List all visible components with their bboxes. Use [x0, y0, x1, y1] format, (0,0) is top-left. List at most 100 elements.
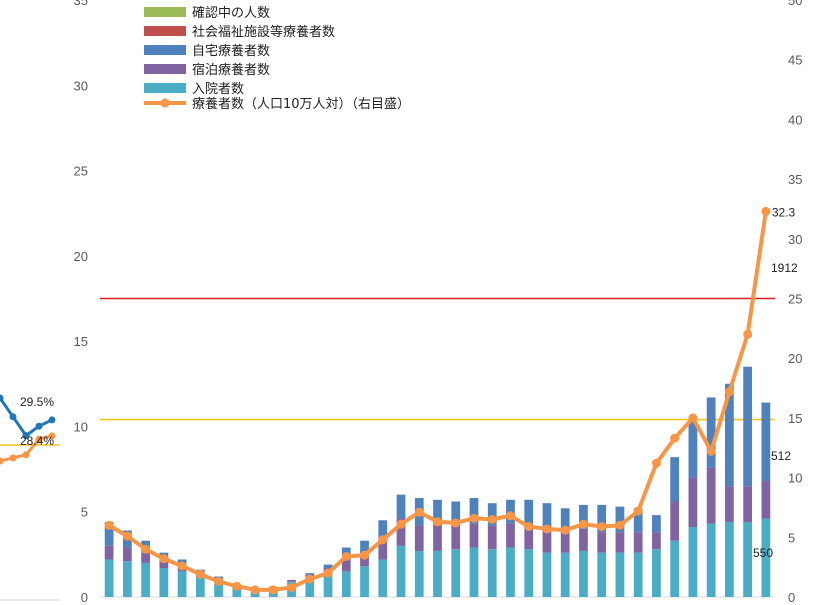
bar-segment-hospital — [396, 545, 406, 597]
legend-swatch-home — [144, 45, 186, 55]
line-point — [323, 568, 333, 578]
bar-segment-hotel — [433, 525, 442, 551]
inset-blue-point — [48, 416, 56, 424]
bar-segment-hospital — [615, 552, 625, 597]
bar-segment-hospital — [670, 540, 680, 597]
bar-segment-home — [761, 402, 771, 482]
legend-label-facility: 社会福祉施設等療養者数 — [192, 24, 335, 40]
y-axis-right-ticks: 0 5 10 15 20 25 30 35 40 45 50 — [788, 0, 802, 605]
bar-segment-hotel — [451, 525, 461, 550]
y2-tick-label: 50 — [788, 0, 802, 8]
bar-segment-hospital — [360, 566, 369, 597]
bar-segment-home — [487, 503, 497, 526]
bar-segment-hotel — [396, 518, 406, 546]
inset-orange-point — [22, 451, 30, 459]
line-point — [743, 329, 753, 339]
bar-segment-home — [378, 520, 388, 540]
bar-segment-home — [743, 366, 753, 487]
bar-segment-hotel — [560, 532, 570, 553]
y-tick-label: 20 — [74, 249, 88, 264]
reference-lines — [100, 297, 775, 421]
bar-segment-hospital — [232, 588, 242, 597]
bar-segment-hospital — [451, 549, 461, 597]
bar-segment-hotel — [743, 486, 753, 522]
bar-segment-hospital — [560, 552, 570, 597]
bar-segment-hotel — [487, 525, 497, 550]
line-point — [177, 561, 187, 571]
line-point — [232, 581, 242, 591]
line-point — [250, 585, 260, 595]
line-point — [159, 554, 169, 564]
bar-segment-home — [688, 421, 698, 478]
inset-blue-point — [0, 394, 4, 402]
line-point — [487, 514, 497, 524]
y-tick-label: 5 — [81, 505, 88, 520]
inset-label: 29.5% — [20, 395, 54, 409]
legend-label-hotel: 宿泊療養者数 — [192, 62, 270, 78]
line-point — [560, 525, 570, 535]
inset-orange-point — [0, 457, 4, 465]
bar-segment-hospital — [743, 521, 753, 597]
bar-segment-hotel — [159, 559, 169, 569]
bar-segment-hotel — [378, 539, 388, 560]
bar-segment-hospital — [633, 552, 643, 597]
inset-orange-point — [35, 435, 43, 443]
line-point — [670, 433, 680, 443]
bar-segment-home — [469, 498, 479, 524]
bar-segment-home — [360, 540, 369, 555]
line-point — [360, 550, 370, 560]
y2-tick-label: 15 — [788, 411, 802, 426]
inset-orange-point — [9, 454, 17, 462]
bar-segment-hotel — [688, 477, 698, 528]
line-point — [633, 506, 643, 516]
y-tick-label: 10 — [74, 419, 88, 434]
bar-segment-hospital — [323, 574, 333, 597]
bar-segment-hotel — [670, 501, 680, 541]
legend-swatch-hotel — [144, 64, 186, 74]
line-point — [651, 458, 661, 468]
y2-tick-label: 5 — [788, 530, 795, 545]
inset-blue-point — [22, 432, 30, 440]
line-point — [414, 507, 424, 517]
line-point — [122, 531, 132, 541]
bar-segment-home — [725, 383, 734, 487]
bar-segment-home — [542, 503, 552, 531]
bar-segment-home — [615, 506, 625, 533]
line-point — [214, 576, 224, 586]
bar-segment-hospital — [433, 550, 442, 597]
y-axis-left-ticks: 0 5 10 15 20 25 30 35 — [74, 0, 88, 605]
inset-chart-fragment: 29.5% 28.4% — [0, 394, 60, 601]
bar-segment-hospital — [159, 568, 169, 597]
bar-segment-hospital — [104, 559, 114, 597]
bar-segment-hotel — [615, 532, 625, 553]
bar-segment-hotel — [761, 481, 771, 519]
bar-segment-hotel — [633, 532, 643, 553]
bar-segment-home — [633, 508, 643, 533]
line-point — [104, 520, 114, 530]
bar-segment-hospital — [688, 527, 698, 597]
bar-segment-hospital — [506, 547, 515, 597]
bar-segment-hotel — [122, 547, 132, 562]
bar-segment-hospital — [378, 559, 388, 597]
bar-segment-hotel — [597, 532, 607, 553]
line-point — [615, 520, 625, 530]
bar-segment-home — [597, 504, 607, 533]
legend: 確認中の人数 社会福祉施設等療養者数 自宅療養者数 宿泊療養者数 入院者数 療養… — [144, 5, 410, 112]
stacked-bars — [104, 366, 771, 597]
bar-segment-hotel — [104, 545, 114, 560]
line-point — [706, 446, 716, 456]
bar-segment-hotel — [579, 528, 588, 551]
inset-orange-point — [48, 432, 56, 440]
bar-segment-hospital — [141, 562, 150, 597]
y-tick-label: 15 — [74, 334, 88, 349]
data-labels: 32.3 1912 512 550 — [753, 205, 798, 560]
bar-segment-home — [433, 499, 442, 526]
bar-segment-hospital — [706, 523, 716, 597]
legend-swatch-confirming — [144, 7, 186, 17]
line-point — [305, 574, 315, 584]
bar-segment-hotel — [341, 557, 351, 572]
bar-segment-hospital — [597, 552, 607, 597]
y2-tick-label: 35 — [788, 172, 802, 187]
bar-segment-hospital — [487, 549, 497, 597]
